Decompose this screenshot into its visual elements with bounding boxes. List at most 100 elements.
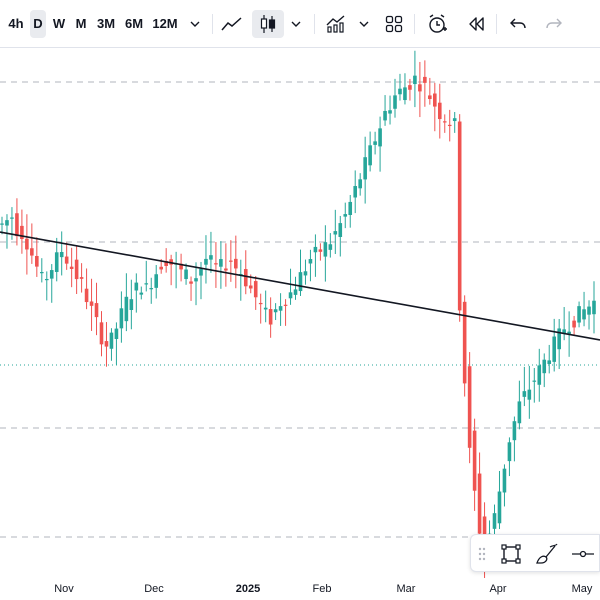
candle-body <box>189 281 193 284</box>
candle-body <box>288 292 293 299</box>
candle-body <box>582 309 586 320</box>
candle-body <box>214 263 218 265</box>
candle-body <box>323 242 328 257</box>
candle-body <box>527 389 532 400</box>
time-axis-label: Nov <box>54 583 74 595</box>
rectangle-select-icon <box>501 544 521 564</box>
price-chart[interactable]: Nov Dec 2025 Feb Mar Apr May <box>0 48 600 600</box>
candle-body <box>308 259 313 264</box>
candle-body <box>512 421 517 441</box>
trendline-layer[interactable] <box>0 231 600 341</box>
toolbar-separator <box>314 14 315 34</box>
horizontal-line-button[interactable] <box>569 541 597 567</box>
layout-button[interactable] <box>378 10 410 38</box>
candle-body <box>134 282 139 291</box>
candle-body <box>258 302 263 305</box>
candle-body <box>44 278 49 281</box>
candle-body <box>542 359 547 374</box>
candle-body <box>572 320 576 328</box>
candle-body <box>104 341 109 347</box>
chart-type-dropdown-button[interactable] <box>284 10 308 38</box>
candle-body <box>243 269 248 287</box>
chevron-down-icon <box>291 21 301 27</box>
candle-body <box>303 271 308 276</box>
time-axis-label: Dec <box>144 583 164 595</box>
candle-body <box>472 430 477 491</box>
candle-body <box>94 303 99 318</box>
horizontal-line-icon <box>572 550 594 558</box>
candle-body <box>567 331 571 334</box>
candle-body <box>109 332 114 349</box>
time-axis-label: Apr <box>489 583 506 595</box>
candle-body <box>517 401 522 424</box>
candle-body <box>353 186 358 198</box>
alert-button[interactable] <box>422 10 454 38</box>
candle-body <box>348 201 353 215</box>
line-chart-icon <box>221 17 242 31</box>
candle-body <box>164 261 168 266</box>
candle-body <box>124 296 129 322</box>
candle-body <box>318 249 323 252</box>
indicators-button[interactable] <box>320 10 352 38</box>
candle-body <box>298 272 303 292</box>
candle-body <box>477 473 482 534</box>
candle-body <box>283 304 288 306</box>
timeframe-m-button[interactable]: M <box>75 16 87 31</box>
time-axis-label: 2025 <box>236 583 260 595</box>
candle-body <box>383 110 387 121</box>
candle-body <box>20 225 24 240</box>
candle-body <box>25 238 29 250</box>
undo-button[interactable] <box>502 10 534 38</box>
candle-body <box>552 336 557 362</box>
brush-button[interactable] <box>533 541 561 567</box>
candle-body <box>229 260 233 262</box>
timeframe-d-button[interactable]: D <box>30 10 46 38</box>
candle-body <box>328 244 333 250</box>
timeframe-6m-button[interactable]: 6M <box>124 16 144 31</box>
candle-body <box>54 252 59 272</box>
time-axis-label: Mar <box>397 583 416 595</box>
toolbar-separator <box>414 14 415 34</box>
candle-body <box>64 256 69 264</box>
candle-body <box>423 76 427 83</box>
timeframe-3m-button[interactable]: 3M <box>96 16 116 31</box>
alert-clock-icon <box>429 14 447 33</box>
timeframe-dropdown-button[interactable] <box>180 10 210 38</box>
timeframe-4h-button[interactable]: 4h <box>8 16 24 31</box>
replay-button[interactable] <box>460 10 492 38</box>
layout-grid-icon <box>385 15 403 33</box>
candles-icon <box>260 15 276 33</box>
candle-body <box>74 259 79 280</box>
candle-body <box>293 289 298 295</box>
redo-icon <box>546 18 562 29</box>
trendline[interactable] <box>0 231 600 341</box>
candle-body <box>398 88 402 95</box>
undo-icon <box>510 18 526 29</box>
drag-handle-icon <box>478 547 486 561</box>
timeframe-w-button[interactable]: W <box>52 16 66 31</box>
time-axis: Nov Dec 2025 Feb Mar Apr May <box>54 583 593 595</box>
candle-body <box>253 281 258 298</box>
candle-body <box>273 309 278 313</box>
candle-body <box>358 179 362 189</box>
time-axis-label: May <box>572 583 593 595</box>
chevron-down-icon <box>359 21 369 27</box>
drag-handle[interactable] <box>473 541 491 567</box>
candle-body <box>144 283 149 285</box>
candle-body <box>373 141 377 145</box>
candle-body <box>368 145 372 166</box>
timeframe-12m-button[interactable]: 12M <box>152 16 178 31</box>
candle-body <box>35 255 39 267</box>
candle-body <box>562 329 566 334</box>
line-chart-button[interactable] <box>216 10 248 38</box>
candle-body <box>5 220 9 226</box>
candle-body <box>587 306 591 315</box>
candle-body <box>403 87 407 101</box>
redo-button[interactable] <box>538 10 570 38</box>
candle-body <box>452 118 457 122</box>
candles-button[interactable] <box>252 10 284 38</box>
rectangle-select-button[interactable] <box>497 541 525 567</box>
indicators-dropdown-button[interactable] <box>352 10 376 38</box>
candle-body <box>268 309 273 325</box>
candle-body <box>333 231 338 235</box>
